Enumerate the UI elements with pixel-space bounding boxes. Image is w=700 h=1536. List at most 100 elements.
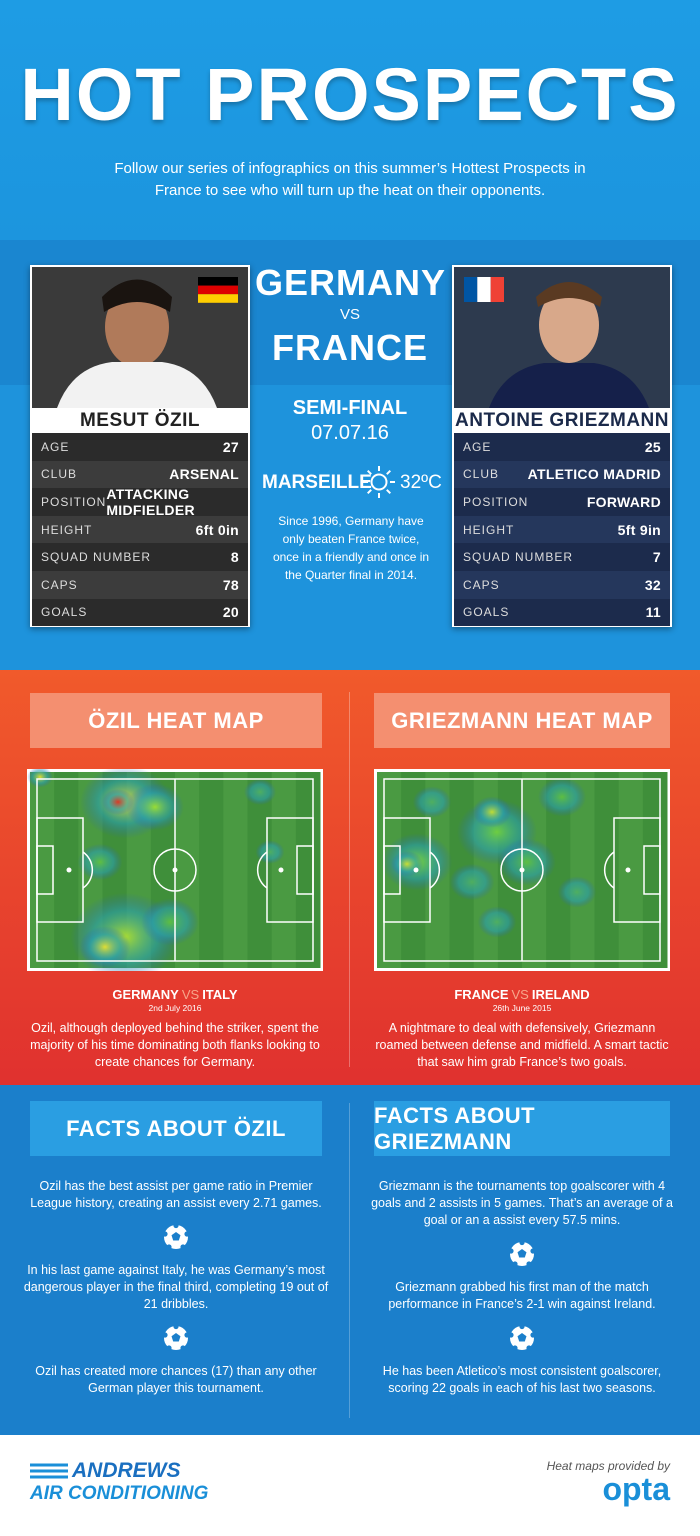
stat-row: SQUAD NUMBER 8 [32, 543, 248, 571]
credit: Heat maps provided by [546, 1459, 670, 1473]
stat-row: POSITION ATTACKING MIDFIELDER [32, 485, 248, 518]
stat-label: POSITION [41, 494, 107, 509]
opponent: IRELAND [531, 987, 590, 1002]
player-card: MESUT ÖZIL AGE 27 CLUB ARSENAL POSITION ATTACK… [30, 265, 250, 627]
divider [349, 1103, 350, 1418]
stat-row: POSITION FORWARD [454, 488, 670, 516]
facts-title: FACTS ABOUT GRIEZMANN [374, 1101, 670, 1156]
stat-value: 5ft 9in [617, 521, 661, 538]
opponent: ITALY [202, 987, 238, 1002]
temperature: 32ºC [400, 472, 442, 493]
stat-label: POSITION [463, 494, 529, 509]
stat-label: CLUB [463, 467, 500, 482]
stat-row: AGE 25 [454, 433, 670, 461]
match-line: GERMANY VS ITALY [27, 987, 323, 1002]
heat-blobs [381, 777, 597, 938]
heatmap-pitch [27, 769, 323, 971]
stat-value: ATTACKING MIDFIELDER [106, 485, 195, 518]
brand-tagline: AIR CONDITIONING [30, 1483, 209, 1504]
heatmap-pitch [374, 769, 670, 971]
stat-value: 78 [222, 576, 239, 593]
ball-icon [163, 1325, 189, 1351]
heat-blobs [27, 769, 285, 971]
stat-label: CLUB [41, 467, 78, 482]
match-date: 26th June 2015 [492, 1003, 552, 1013]
stat-value: 25 [644, 438, 661, 455]
stat-row: CAPS 78 [32, 571, 248, 599]
stat-value: FORWARD [586, 493, 661, 510]
stat-row: CAPS 32 [454, 571, 670, 599]
stage: SEMI-FINAL [292, 397, 408, 419]
vs: VS [511, 987, 529, 1002]
player-name: ANTOINE GRIEZMANN [454, 408, 670, 433]
stat-label: CAPS [463, 577, 500, 592]
player-photo [454, 267, 670, 408]
fact: He has been Atletico’s most consistent g… [382, 1364, 662, 1395]
team1: GERMANY [255, 262, 447, 303]
title: HOT PROSPECTS [20, 53, 680, 136]
team: GERMANY [112, 987, 179, 1002]
stat-row: GOALS 11 [454, 598, 670, 627]
match-date: 07.07.16 [311, 422, 389, 444]
ball-icon [163, 1224, 189, 1250]
player-photo [32, 267, 248, 408]
stat-row: HEIGHT 5ft 9in [454, 515, 670, 544]
stat-label: AGE [41, 439, 70, 454]
ball-icon [509, 1241, 535, 1267]
fact: Ozil has created more chances (17) than … [35, 1364, 317, 1395]
heatmap-description: Ozil, although deployed behind the strik… [30, 1021, 320, 1069]
stat-value: 6ft 0in [195, 521, 239, 538]
stat-value: 20 [222, 604, 239, 621]
stat-value: 27 [222, 438, 239, 455]
stat-value: 11 [645, 604, 661, 621]
player-card: ANTOINE GRIEZMANN AGE 25 CLUB ATLETICO MADRI… [452, 265, 672, 627]
stat-row: CLUB ATLETICO MADRID [454, 460, 670, 489]
facts-list: Griezmann is the tournaments top goalsco… [366, 1178, 678, 1397]
stat-row: HEIGHT 6ft 0in [32, 515, 248, 544]
header: HOT PROSPECTS Follow our series of infog… [0, 0, 700, 240]
provider: opta [602, 1471, 670, 1507]
vs: VS [339, 306, 360, 323]
stat-label: GOALS [41, 605, 88, 620]
divider [349, 692, 350, 1067]
ball-icon [509, 1325, 535, 1351]
fact: Griezmann grabbed his first man of the m… [388, 1280, 656, 1311]
stat-label: CAPS [41, 577, 78, 592]
heatmap-title: GRIEZMANN HEAT MAP [374, 693, 670, 748]
brand-logo [30, 1463, 68, 1479]
sun-icon [363, 466, 395, 498]
stat-label: SQUAD NUMBER [463, 550, 574, 565]
team2: FRANCE [272, 327, 428, 368]
stat-label: SQUAD NUMBER [41, 550, 152, 565]
fact: In his last game against Italy, he was G… [23, 1263, 329, 1311]
stat-label: GOALS [463, 605, 510, 620]
subtitle: Follow our series of infographics on thi… [114, 160, 586, 199]
stat-label: HEIGHT [41, 522, 93, 537]
heatmap-title: ÖZIL HEAT MAP [30, 693, 322, 748]
heatmap-description: A nightmare to deal with defensively, Gr… [375, 1021, 669, 1069]
match-line: FRANCE VS IRELAND [374, 987, 670, 1002]
fact: Ozil has the best assist per game ratio … [30, 1179, 322, 1210]
facts-title: FACTS ABOUT ÖZIL [30, 1101, 322, 1156]
footer: ANDREWS AIR CONDITIONING Heat maps provi… [0, 1435, 700, 1536]
facts-list: Ozil has the best assist per game ratio … [22, 1178, 330, 1397]
vs: VS [181, 987, 200, 1002]
stat-row: GOALS 20 [32, 598, 248, 627]
stat-value: 8 [230, 549, 239, 566]
match-date: 2nd July 2016 [148, 1003, 202, 1013]
team: FRANCE [454, 987, 509, 1002]
stat-row: SQUAD NUMBER 7 [454, 543, 670, 571]
stat-row: CLUB ARSENAL [32, 460, 248, 489]
match-note: Since 1996, Germany have only beaten Fra… [272, 514, 430, 582]
venue: MARSEILLE [262, 472, 372, 493]
stat-value: 32 [644, 576, 661, 593]
stat-value: ARSENAL [169, 466, 239, 483]
stat-label: AGE [463, 439, 492, 454]
stat-label: HEIGHT [463, 522, 515, 537]
stat-row: AGE 27 [32, 433, 248, 461]
stat-value: ATLETICO MADRID [527, 466, 661, 483]
fact: Griezmann is the tournaments top goalsco… [371, 1179, 673, 1227]
brand-name: ANDREWS [72, 1459, 181, 1482]
player-name: MESUT ÖZIL [32, 408, 248, 433]
